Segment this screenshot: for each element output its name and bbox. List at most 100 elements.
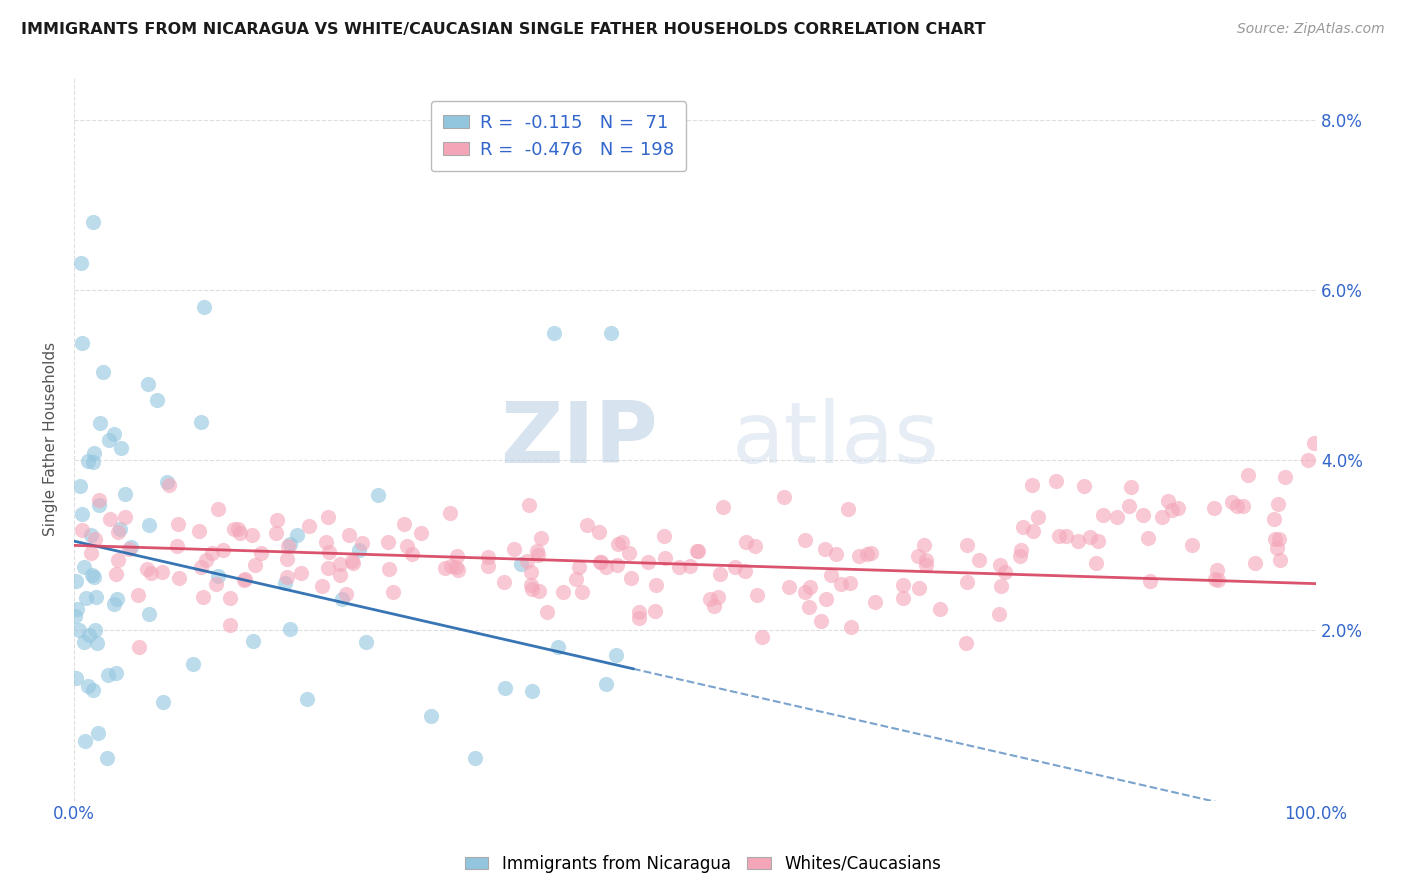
Point	[652, 529, 675, 543]
Point	[242, 528, 264, 542]
Point	[447, 563, 470, 577]
Point	[907, 549, 929, 563]
Point	[814, 592, 837, 607]
Point	[668, 560, 690, 574]
Point	[401, 547, 423, 561]
Point	[1265, 541, 1288, 556]
Point	[330, 591, 353, 606]
Point	[409, 526, 432, 541]
Point	[848, 549, 870, 563]
Point	[86, 636, 108, 650]
Point	[150, 566, 173, 580]
Point	[381, 585, 404, 599]
Point	[110, 441, 132, 455]
Point	[1206, 573, 1229, 587]
Point	[297, 518, 319, 533]
Point	[1267, 532, 1289, 546]
Point	[108, 522, 131, 536]
Point	[595, 560, 617, 574]
Point	[378, 562, 401, 576]
Point	[686, 543, 709, 558]
Point	[503, 542, 526, 557]
Point	[278, 622, 301, 636]
Point	[75, 591, 97, 606]
Point	[1066, 534, 1088, 549]
Point	[377, 534, 399, 549]
Point	[628, 611, 651, 625]
Point	[839, 575, 862, 590]
Point	[1237, 467, 1260, 482]
Point	[477, 558, 499, 573]
Point	[612, 534, 634, 549]
Point	[138, 517, 160, 532]
Point	[207, 501, 229, 516]
Point	[329, 558, 352, 572]
Point	[72, 524, 94, 538]
Point	[1026, 510, 1049, 524]
Point	[1206, 563, 1229, 577]
Point	[589, 556, 612, 570]
Point	[91, 365, 114, 379]
Point	[96, 751, 118, 765]
Point	[1161, 503, 1184, 517]
Point	[607, 537, 630, 551]
Point	[987, 607, 1010, 622]
Point	[520, 582, 543, 597]
Point	[439, 506, 461, 520]
Point	[229, 526, 252, 541]
Point	[990, 579, 1012, 593]
Point	[440, 558, 463, 573]
Point	[191, 591, 214, 605]
Point	[103, 597, 125, 611]
Point	[526, 548, 548, 562]
Point	[1303, 436, 1326, 450]
Point	[87, 498, 110, 512]
Point	[1073, 479, 1095, 493]
Point	[1181, 538, 1204, 552]
Point	[520, 578, 543, 592]
Point	[547, 640, 569, 654]
Point	[536, 605, 558, 619]
Point	[114, 487, 136, 501]
Point	[245, 558, 267, 572]
Point	[1268, 552, 1291, 566]
Point	[76, 679, 98, 693]
Point	[620, 571, 643, 585]
Point	[1084, 556, 1107, 570]
Point	[1204, 572, 1226, 586]
Point	[83, 446, 105, 460]
Point	[734, 564, 756, 578]
Point	[266, 513, 288, 527]
Point	[745, 588, 768, 602]
Point	[335, 587, 357, 601]
Point	[156, 475, 179, 489]
Point	[120, 540, 142, 554]
Point	[1298, 453, 1320, 467]
Point	[772, 491, 794, 505]
Point	[69, 478, 91, 492]
Point	[65, 671, 87, 685]
Point	[464, 751, 486, 765]
Point	[146, 392, 169, 407]
Y-axis label: Single Father Households: Single Father Households	[44, 342, 58, 536]
Point	[337, 528, 360, 542]
Point	[167, 516, 190, 531]
Point	[212, 543, 235, 558]
Point	[65, 574, 87, 589]
Point	[204, 576, 226, 591]
Point	[105, 591, 128, 606]
Point	[105, 665, 128, 680]
Point	[107, 553, 129, 567]
Point	[530, 531, 553, 545]
Point	[1226, 499, 1249, 513]
Point	[709, 567, 731, 582]
Point	[139, 566, 162, 581]
Point	[571, 584, 593, 599]
Point	[810, 614, 832, 628]
Point	[794, 533, 817, 547]
Point	[77, 628, 100, 642]
Point	[65, 608, 87, 623]
Point	[190, 560, 212, 574]
Point	[1078, 529, 1101, 543]
Point	[915, 558, 938, 573]
